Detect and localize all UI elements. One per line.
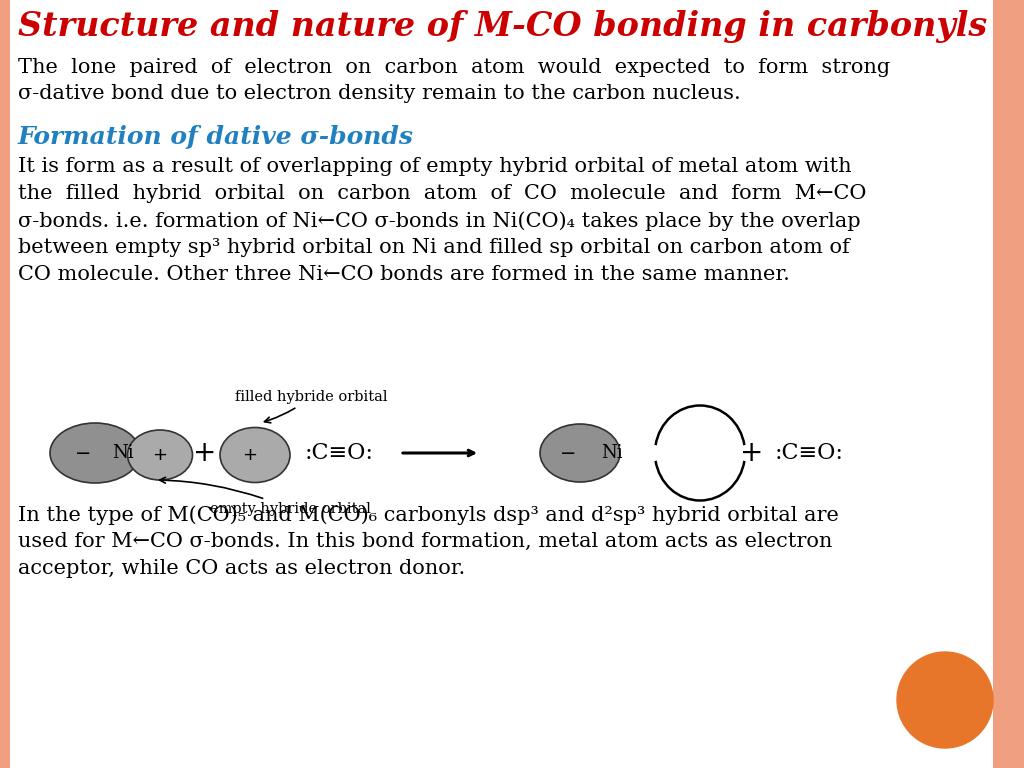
- Text: σ-dative bond due to electron density remain to the carbon nucleus.: σ-dative bond due to electron density re…: [18, 84, 740, 103]
- Text: Ni: Ni: [113, 444, 134, 462]
- Text: −: −: [560, 443, 577, 462]
- Text: used for M←CO σ-bonds. In this bond formation, metal atom acts as electron: used for M←CO σ-bonds. In this bond form…: [18, 532, 833, 551]
- Text: +: +: [153, 446, 168, 464]
- Bar: [993, 0, 1024, 768]
- Text: +: +: [243, 446, 257, 464]
- Text: between empty sp³ hybrid orbital on Ni and filled sp orbital on carbon atom of: between empty sp³ hybrid orbital on Ni a…: [18, 238, 850, 257]
- Ellipse shape: [540, 424, 620, 482]
- Text: empty hybride orbital: empty hybride orbital: [160, 477, 371, 516]
- Text: filled hybride orbital: filled hybride orbital: [234, 390, 387, 423]
- Text: CO molecule. Other three Ni←CO bonds are formed in the same manner.: CO molecule. Other three Ni←CO bonds are…: [18, 265, 790, 284]
- Text: σ-bonds. i.e. formation of Ni←CO σ-bonds in Ni(CO)₄ takes place by the overlap: σ-bonds. i.e. formation of Ni←CO σ-bonds…: [18, 211, 860, 230]
- Text: the  filled  hybrid  orbital  on  carbon  atom  of  CO  molecule  and  form  M←C: the filled hybrid orbital on carbon atom…: [18, 184, 866, 203]
- Ellipse shape: [220, 428, 290, 482]
- Text: Structure and nature of M-CO bonding in carbonyls: Structure and nature of M-CO bonding in …: [18, 10, 987, 43]
- Text: Formation of dative σ-bonds: Formation of dative σ-bonds: [18, 125, 414, 149]
- Circle shape: [897, 652, 993, 748]
- Text: +: +: [194, 439, 217, 467]
- Text: :C≡O:: :C≡O:: [775, 442, 844, 464]
- Text: In the type of M(CO)₅ and M(CO)₆ carbonyls dsp³ and d²sp³ hybrid orbital are: In the type of M(CO)₅ and M(CO)₆ carbony…: [18, 505, 839, 525]
- Ellipse shape: [128, 430, 193, 480]
- Text: It is form as a result of overlapping of empty hybrid orbital of metal atom with: It is form as a result of overlapping of…: [18, 157, 852, 176]
- Text: −: −: [75, 443, 91, 462]
- Text: The  lone  paired  of  electron  on  carbon  atom  would  expected  to  form  st: The lone paired of electron on carbon at…: [18, 58, 890, 77]
- Text: +: +: [740, 439, 764, 467]
- Bar: [0, 0, 10, 768]
- Text: :C≡O:: :C≡O:: [305, 442, 374, 464]
- Text: Ni: Ni: [601, 444, 623, 462]
- Ellipse shape: [50, 423, 140, 483]
- Text: acceptor, while CO acts as electron donor.: acceptor, while CO acts as electron dono…: [18, 559, 465, 578]
